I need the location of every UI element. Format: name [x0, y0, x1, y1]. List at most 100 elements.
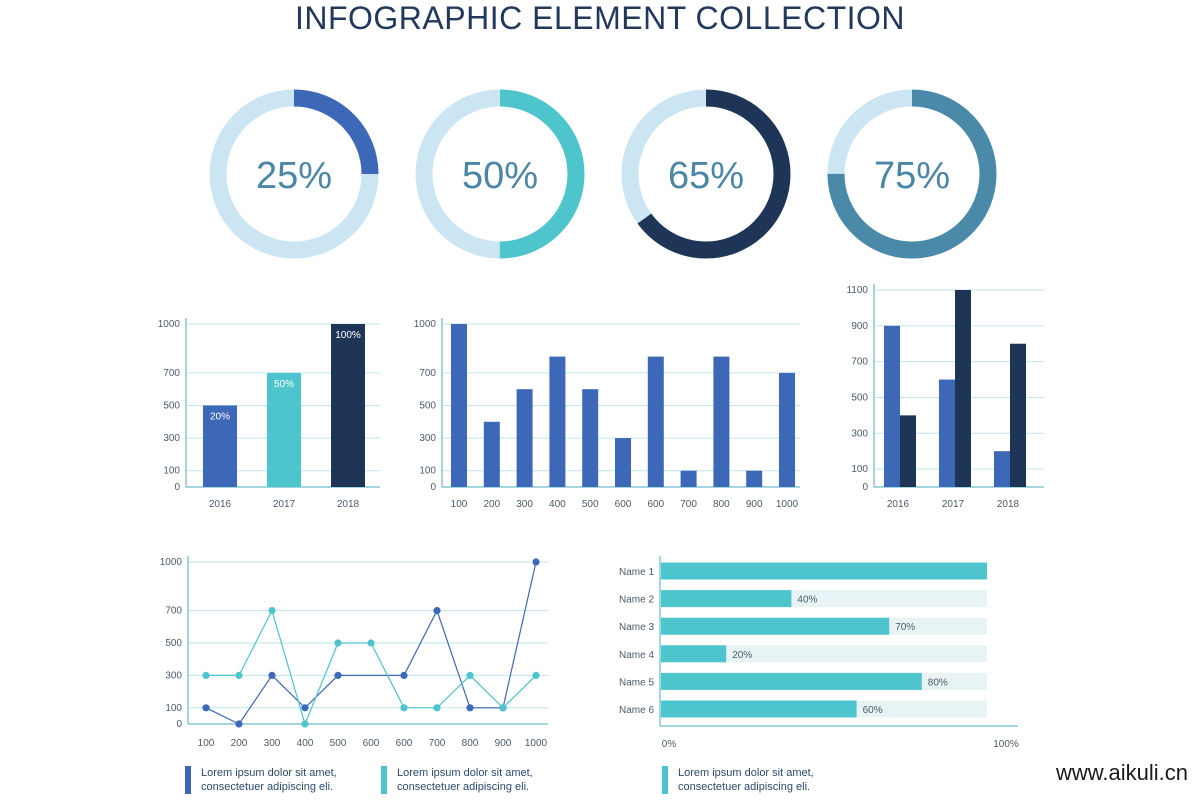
- line1-point-s1: [235, 720, 243, 728]
- bar2-bar: [680, 470, 697, 487]
- line1-point-s1: [433, 607, 441, 615]
- bar1-ytick: 300: [163, 433, 180, 444]
- bar2-ytick: 300: [419, 433, 436, 444]
- hbar-bar-5: [661, 672, 922, 690]
- hbar-category-label: Name 2: [619, 595, 654, 606]
- page-title: INFOGRAPHIC ELEMENT COLLECTION: [294, 0, 906, 36]
- line1-ytick: 0: [176, 719, 182, 730]
- hbar-category-label: Name 6: [619, 705, 654, 716]
- bar3-ytick: 500: [851, 392, 868, 403]
- bar2-bar: [582, 389, 599, 487]
- bar2-ytick: 700: [419, 368, 436, 379]
- line1-point-s2: [367, 639, 375, 647]
- donut-arc-1: [209, 89, 379, 259]
- hbar-category-label: Name 1: [619, 567, 654, 578]
- caption-3-line1: Lorem ipsum dolor sit amet,: [678, 767, 814, 779]
- line1-point-s2: [532, 671, 540, 679]
- hbar-xtick: 100%: [993, 739, 1019, 750]
- line1-xtick: 400: [297, 738, 314, 749]
- bar3-xtick: 2018: [997, 499, 1020, 510]
- line1-point-s1: [466, 704, 474, 712]
- hbar-bar-2: [661, 590, 792, 608]
- line1-series-2: [206, 608, 537, 726]
- bar2-xtick: 900: [746, 499, 763, 510]
- donut-label-2: 50%: [462, 155, 538, 197]
- line1-point-s2: [334, 639, 342, 647]
- bar3-ytick: 700: [851, 357, 868, 368]
- bar2-ytick: 1000: [414, 319, 437, 330]
- line1-point-s1: [400, 671, 408, 679]
- hbar-track: [661, 645, 987, 663]
- bar2-bar: [647, 356, 664, 487]
- line1-point-s2: [235, 671, 243, 679]
- line1-xtick: 100: [198, 738, 215, 749]
- bar2-bar: [516, 389, 533, 487]
- bar2-xtick: 700: [680, 499, 697, 510]
- line1-ytick: 1000: [160, 557, 183, 568]
- hbar-category-label: Name 4: [619, 650, 654, 661]
- line1-ytick: 700: [165, 606, 182, 617]
- hbar-bar-1: [661, 562, 987, 580]
- donut-label-4: 75%: [874, 155, 950, 197]
- bar2-bar: [483, 421, 500, 487]
- line1-xtick: 500: [330, 738, 347, 749]
- bar1-xtick: 2018: [337, 499, 360, 510]
- bar2-xtick: 1000: [776, 499, 799, 510]
- hbar-bar-4: [661, 645, 727, 663]
- donut-charts: 25% 50% 65% 75%: [209, 89, 997, 259]
- bar3-ytick: 300: [851, 428, 868, 439]
- bar2-bar: [615, 438, 631, 487]
- caption-2: Lorem ipsum dolor sit amet, consectetuer…: [381, 766, 567, 794]
- bar1-ytick: 1000: [158, 319, 181, 330]
- hbar-data-label: 70%: [895, 622, 915, 633]
- line1-xtick: 800: [462, 738, 479, 749]
- line1-point-s2: [268, 607, 276, 615]
- bar1-ytick: 0: [174, 482, 180, 493]
- bar1-bar-2017: [267, 372, 301, 487]
- line1-xtick: 300: [264, 738, 281, 749]
- line1-ytick: 300: [165, 670, 182, 681]
- line1-point-s1: [301, 704, 309, 712]
- bar2-xtick: 200: [483, 499, 500, 510]
- donut-label-3: 65%: [668, 155, 744, 197]
- bar1-ytick: 100: [163, 466, 180, 477]
- line1-point-s2: [202, 671, 210, 679]
- hbar-category-label: Name 5: [619, 677, 654, 688]
- line1-point-s1: [532, 558, 540, 566]
- bar3-bar-2016-s2: [900, 415, 916, 487]
- hbar-data-label: 40%: [797, 595, 817, 606]
- line1-point-s1: [202, 704, 210, 712]
- bar3-bar-2017-s2: [955, 290, 971, 487]
- line-chart: 0 100 300 500 700 1000 100 200 300 400 500 600 600 70…: [160, 556, 548, 749]
- bar2-bar: [713, 356, 730, 487]
- bar-chart-values: 0 100 300 500 700 1000 100 200 300 400 500 600 600 70…: [414, 318, 800, 510]
- hbar-bar-3: [661, 617, 890, 635]
- line1-xtick: 700: [429, 738, 446, 749]
- bar2-ytick: 100: [419, 466, 436, 477]
- caption-1-line1: Lorem ipsum dolor sit amet,: [201, 767, 337, 779]
- caption-2-line2: consectetuer adipiscing eli.: [397, 781, 530, 793]
- bar2-xtick: 600: [647, 499, 664, 510]
- hbar-data-label: 20%: [732, 650, 752, 661]
- bar3-xtick: 2016: [887, 499, 910, 510]
- bar2-ytick: 500: [419, 401, 436, 412]
- bar1-bar-2016: [203, 405, 237, 487]
- bar2-bar: [746, 470, 763, 487]
- bar3-xtick: 2017: [942, 499, 965, 510]
- caption-3: Lorem ipsum dolor sit amet, consectetuer…: [662, 766, 848, 794]
- bar3-ytick: 1100: [846, 285, 868, 296]
- bar2-xtick: 800: [713, 499, 730, 510]
- bar-chart-years: 0 100 300 500 700 1000 20% 2016 50% 2017 100% 2018: [158, 318, 380, 510]
- donut-arc-2: [415, 89, 585, 259]
- line1-xtick: 1000: [525, 738, 548, 749]
- bar3-bar-2018-s1: [994, 451, 1010, 487]
- line1-point-s2: [466, 671, 474, 679]
- line1-point-s2: [301, 720, 309, 728]
- line1-point-s2: [499, 704, 507, 712]
- watermark: www.aikuli.cn: [1055, 760, 1188, 785]
- caption-1-line2: consectetuer adipiscing eli.: [201, 781, 334, 793]
- bar1-ytick: 700: [163, 368, 180, 379]
- line1-ytick: 500: [165, 638, 182, 649]
- bar1-data-label: 20%: [210, 412, 230, 423]
- hbar-data-label: 60%: [863, 705, 883, 716]
